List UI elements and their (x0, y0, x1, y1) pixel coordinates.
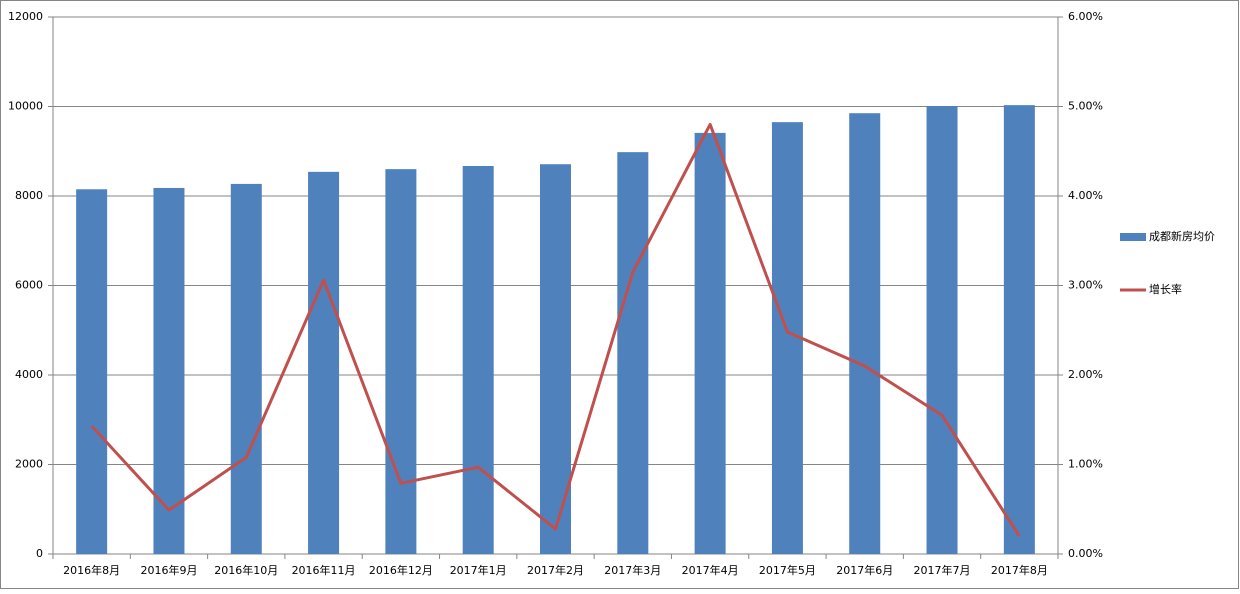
x-tick-label: 2016年10月 (214, 563, 278, 577)
x-tick-label: 2016年9月 (140, 563, 197, 577)
y2-tick-label: 5.00% (1068, 100, 1103, 113)
x-tick-label: 2017年3月 (604, 563, 661, 577)
x-tick-label: 2016年8月 (63, 563, 120, 577)
x-tick-label: 2017年5月 (759, 563, 816, 577)
bar (849, 113, 881, 555)
bar (385, 169, 417, 554)
x-tick-label: 2016年11月 (292, 563, 356, 577)
line (90, 122, 1021, 537)
y-tick-label: 8000 (15, 189, 43, 202)
y-tick-label: 2000 (15, 458, 43, 471)
y2-tick-label: 4.00% (1068, 189, 1103, 202)
legend-label: 成都新房均价 (1149, 229, 1215, 243)
x-tick-label: 2017年8月 (991, 563, 1048, 577)
bar (540, 164, 571, 555)
x-tick-label: 2017年4月 (682, 563, 739, 577)
bar (694, 132, 726, 554)
x-tick-label: 2017年2月 (527, 563, 584, 577)
y2-tick-label: 6.00% (1068, 10, 1103, 23)
x-tick-label: 2017年6月 (836, 563, 893, 577)
x-tick-label: 2017年1月 (450, 563, 507, 577)
bar (1003, 105, 1035, 554)
bar (76, 189, 108, 554)
y2-tick-label: 0.00% (1068, 547, 1103, 560)
bar (230, 183, 262, 555)
y2-tick-label: 2.00% (1068, 368, 1103, 381)
bar (926, 106, 958, 555)
y-tick-label: 0 (36, 547, 43, 560)
y2-tick-label: 1.00% (1068, 458, 1103, 471)
bar (617, 152, 649, 554)
y-tick-label: 12000 (8, 10, 43, 23)
x-tick-label: 2016年12月 (369, 563, 433, 577)
y-tick-label: 4000 (15, 368, 43, 381)
bar (462, 166, 494, 554)
bar (153, 187, 185, 554)
legend-label: 增长率 (1149, 282, 1182, 296)
bar (308, 171, 340, 554)
legend-swatch (1120, 233, 1146, 241)
x-tick-label: 2017年7月 (914, 563, 971, 577)
y-tick-label: 6000 (15, 279, 43, 292)
y-tick-label: 10000 (8, 100, 43, 113)
y2-tick-label: 3.00% (1068, 279, 1103, 292)
